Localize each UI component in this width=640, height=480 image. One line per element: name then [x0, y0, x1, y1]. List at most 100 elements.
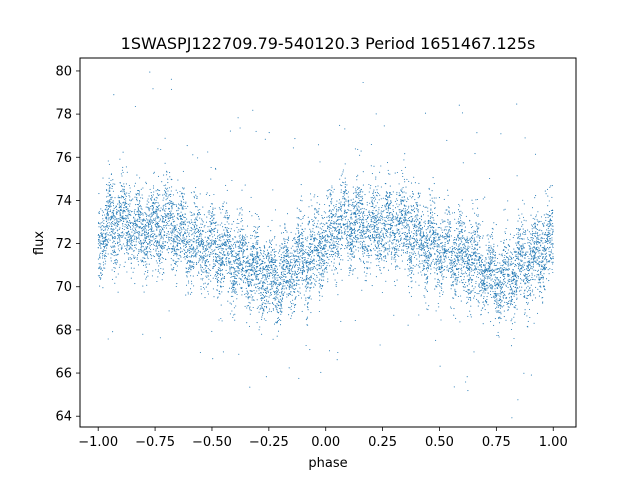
data-point [327, 278, 329, 280]
data-point [332, 240, 334, 242]
data-point [126, 252, 128, 254]
data-point [423, 245, 425, 247]
data-point [391, 243, 393, 245]
data-point [239, 234, 241, 236]
data-point [241, 209, 243, 211]
data-point [350, 221, 352, 224]
data-point [501, 306, 503, 308]
data-point [419, 192, 421, 194]
data-point [375, 222, 377, 224]
data-point [214, 241, 216, 244]
data-point [439, 256, 441, 258]
data-point [386, 248, 388, 250]
data-point [127, 210, 129, 212]
data-point [299, 242, 301, 244]
data-point [369, 231, 371, 233]
data-point [226, 252, 229, 254]
data-point [145, 250, 147, 252]
data-point [434, 231, 436, 233]
data-point [238, 229, 240, 231]
data-point [127, 232, 129, 234]
data-point [217, 248, 219, 250]
data-point [157, 247, 159, 249]
data-point [454, 230, 456, 232]
data-point [408, 227, 410, 229]
data-point [475, 223, 477, 225]
data-point [362, 253, 364, 255]
data-point [246, 305, 248, 307]
data-point [426, 290, 429, 292]
data-point [112, 202, 114, 204]
data-point [523, 262, 525, 264]
data-point [198, 211, 200, 213]
data-point [310, 199, 312, 201]
data-point [241, 290, 243, 292]
data-point [461, 199, 463, 201]
data-point [458, 261, 460, 263]
data-point [441, 263, 443, 265]
data-point [459, 215, 461, 218]
data-point [152, 209, 154, 211]
data-point [512, 282, 514, 284]
data-point [404, 244, 406, 246]
data-point [219, 281, 221, 283]
data-point [279, 283, 281, 285]
data-point [238, 244, 240, 246]
data-point [246, 247, 248, 250]
data-point [333, 188, 335, 190]
data-point [408, 240, 411, 242]
data-point [416, 205, 418, 207]
data-point [508, 281, 510, 283]
data-point [147, 206, 149, 208]
data-point [273, 237, 276, 239]
data-point [229, 130, 231, 132]
data-point [451, 251, 453, 253]
data-point [118, 206, 120, 208]
data-point [185, 238, 187, 240]
data-point [158, 205, 160, 207]
data-point [272, 280, 274, 282]
data-point [487, 265, 489, 267]
data-point [535, 286, 537, 288]
data-point [241, 236, 243, 238]
data-point [435, 310, 437, 312]
data-point [173, 253, 175, 255]
data-point [537, 269, 540, 271]
data-point [144, 225, 146, 227]
data-point [491, 288, 493, 290]
data-point [472, 225, 474, 228]
data-point [363, 271, 365, 273]
data-point [349, 226, 351, 229]
data-point [101, 253, 103, 255]
data-point [447, 231, 449, 233]
data-point [242, 276, 244, 278]
data-point [111, 197, 113, 199]
data-point [188, 220, 190, 223]
data-point [329, 255, 331, 258]
data-point [403, 227, 405, 229]
data-point [287, 237, 290, 239]
data-point [459, 281, 461, 283]
data-point [507, 274, 509, 277]
data-point [223, 239, 225, 241]
data-point [212, 219, 214, 221]
data-point [446, 213, 448, 215]
data-point [348, 225, 350, 227]
data-point [308, 243, 311, 245]
data-point [140, 240, 142, 242]
data-point [174, 225, 177, 227]
data-point [153, 230, 155, 232]
data-point [130, 237, 132, 239]
data-point [533, 258, 535, 260]
data-point [542, 281, 544, 283]
data-point [477, 207, 479, 209]
data-point [542, 301, 544, 303]
data-point [270, 251, 272, 253]
data-point [119, 208, 121, 211]
data-point [535, 240, 538, 242]
data-point [126, 233, 128, 235]
data-point [279, 308, 282, 310]
data-point [441, 261, 443, 263]
data-point [513, 306, 515, 308]
data-point [264, 254, 266, 256]
